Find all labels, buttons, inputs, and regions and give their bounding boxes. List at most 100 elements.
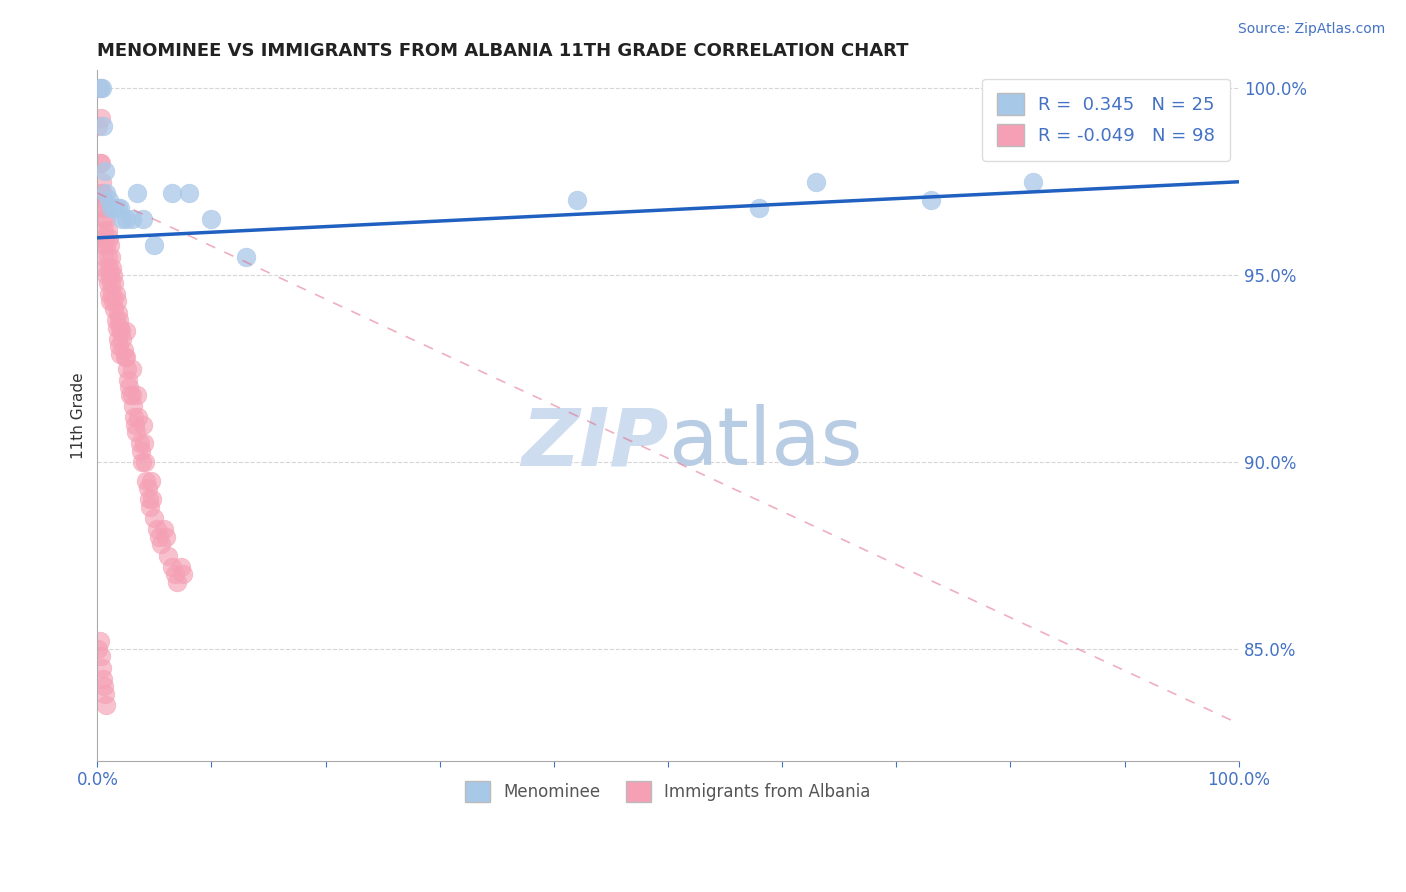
Point xyxy=(136,481,159,495)
Point xyxy=(120,388,142,402)
Point xyxy=(100,201,122,215)
Point xyxy=(145,522,167,536)
Text: MENOMINEE VS IMMIGRANTS FROM ALBANIA 11TH GRADE CORRELATION CHART: MENOMINEE VS IMMIGRANTS FROM ALBANIA 11T… xyxy=(97,42,908,60)
Point xyxy=(121,212,143,227)
Point xyxy=(96,238,118,252)
Point xyxy=(111,212,134,227)
Point xyxy=(105,294,128,309)
Point xyxy=(87,119,110,133)
Point xyxy=(177,186,200,200)
Point xyxy=(110,324,132,338)
Point xyxy=(200,212,222,227)
Point xyxy=(94,260,117,275)
Point xyxy=(111,332,134,346)
Point xyxy=(125,425,148,440)
Point xyxy=(89,156,111,170)
Point xyxy=(97,286,120,301)
Point xyxy=(115,351,138,365)
Point xyxy=(108,320,131,334)
Point xyxy=(148,530,170,544)
Point xyxy=(105,320,128,334)
Text: atlas: atlas xyxy=(668,404,862,482)
Point xyxy=(132,212,155,227)
Point xyxy=(150,537,173,551)
Point xyxy=(115,324,138,338)
Point xyxy=(91,238,114,252)
Point xyxy=(93,223,115,237)
Point xyxy=(103,276,125,290)
Point xyxy=(89,81,111,95)
Text: Source: ZipAtlas.com: Source: ZipAtlas.com xyxy=(1237,22,1385,37)
Y-axis label: 11th Grade: 11th Grade xyxy=(72,372,86,458)
Point xyxy=(90,649,112,664)
Point xyxy=(91,186,114,200)
Point xyxy=(91,212,114,227)
Point xyxy=(117,373,139,387)
Point xyxy=(91,672,114,686)
Point xyxy=(127,186,149,200)
Text: ZIP: ZIP xyxy=(520,404,668,482)
Point xyxy=(160,186,183,200)
Point xyxy=(103,301,125,316)
Point xyxy=(107,201,129,215)
Point xyxy=(131,455,153,469)
Point xyxy=(90,231,112,245)
Point xyxy=(143,238,166,252)
Point xyxy=(166,574,188,589)
Point xyxy=(565,194,588,208)
Point xyxy=(104,286,127,301)
Point xyxy=(163,567,186,582)
Point xyxy=(806,175,828,189)
Point xyxy=(90,81,112,95)
Point xyxy=(143,511,166,525)
Point xyxy=(97,260,120,275)
Point xyxy=(96,212,118,227)
Point xyxy=(124,417,146,432)
Point xyxy=(94,163,117,178)
Point xyxy=(98,268,121,283)
Point xyxy=(97,276,120,290)
Point xyxy=(97,250,120,264)
Point xyxy=(96,698,118,712)
Point xyxy=(104,313,127,327)
Point xyxy=(89,634,111,648)
Point xyxy=(152,522,174,536)
Point xyxy=(108,339,131,353)
Point xyxy=(139,474,162,488)
Point xyxy=(129,443,152,458)
Point xyxy=(107,305,129,319)
Point xyxy=(98,294,121,309)
Point xyxy=(107,332,129,346)
Point xyxy=(94,201,117,215)
Point xyxy=(127,410,149,425)
Point xyxy=(100,276,122,290)
Point xyxy=(97,223,120,237)
Point xyxy=(97,231,120,245)
Point xyxy=(103,268,125,283)
Legend: Menominee, Immigrants from Albania: Menominee, Immigrants from Albania xyxy=(453,768,884,815)
Point xyxy=(91,119,114,133)
Point xyxy=(128,436,150,450)
Point xyxy=(90,660,112,674)
Point xyxy=(115,212,138,227)
Point xyxy=(748,201,770,215)
Point xyxy=(1022,175,1045,189)
Point xyxy=(89,81,111,95)
Point xyxy=(96,186,118,200)
Point xyxy=(121,388,143,402)
Point xyxy=(101,286,124,301)
Point xyxy=(103,201,125,215)
Point xyxy=(155,530,177,544)
Point xyxy=(112,343,135,357)
Point xyxy=(121,361,143,376)
Point xyxy=(108,201,131,215)
Point xyxy=(96,268,118,283)
Point xyxy=(90,186,112,200)
Point xyxy=(90,175,112,189)
Point xyxy=(94,231,117,245)
Point xyxy=(135,474,157,488)
Point xyxy=(90,156,112,170)
Point xyxy=(160,559,183,574)
Point xyxy=(134,455,156,469)
Point xyxy=(920,194,942,208)
